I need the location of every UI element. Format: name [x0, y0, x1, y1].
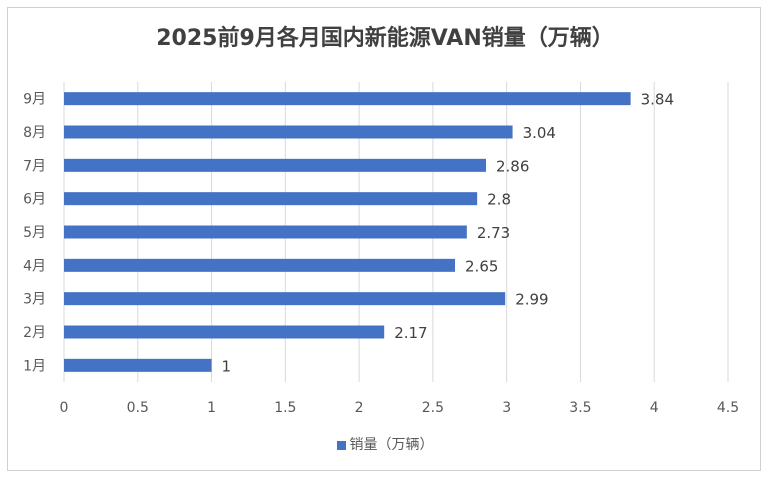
data-label-1: 2.17: [394, 324, 427, 342]
data-label-7: 3.04: [523, 124, 556, 142]
bar-7: [64, 125, 513, 139]
x-tick-label-4: 2: [355, 400, 364, 416]
category-label-4: 5月: [23, 225, 46, 241]
chart-title: 2025前9月各月国内新能源VAN销量（万辆）: [156, 26, 614, 51]
category-label-2: 3月: [23, 292, 46, 308]
legend-swatch: [336, 440, 346, 450]
category-label-1: 2月: [23, 325, 46, 341]
data-label-3: 2.65: [465, 257, 498, 275]
bar-8: [64, 92, 631, 106]
chart-frame: [7, 7, 761, 471]
category-label-8: 9月: [23, 92, 46, 108]
category-labels: 1月 2月 3月 4月 5月 6月 7月 8月 9月: [23, 92, 46, 375]
bar-4: [64, 225, 467, 239]
bar-3: [64, 258, 456, 272]
x-tick-label-7: 3.5: [569, 400, 591, 416]
legend: 销量（万辆）: [0, 434, 770, 454]
bar-2: [64, 292, 506, 306]
bar-1: [64, 325, 385, 339]
category-label-5: 6月: [23, 192, 46, 208]
x-tick-label-3: 1.5: [274, 400, 296, 416]
data-label-5: 2.8: [487, 191, 511, 209]
x-tick-label-9: 4.5: [717, 400, 739, 416]
bar-0: [64, 358, 212, 372]
x-tick-label-0: 0: [60, 400, 69, 416]
bars: [64, 92, 631, 372]
data-label-0: 1: [222, 357, 232, 375]
data-label-8: 3.84: [641, 91, 674, 109]
x-tick-labels: 0 0.5 1 1.5 2 2.5 3 3.5 4 4.5: [60, 400, 740, 416]
bar-5: [64, 192, 478, 206]
data-label-6: 2.86: [496, 157, 529, 175]
data-labels: 1 2.17 2.99 2.65 2.73 2.8 2.86 3.04 3.84: [222, 91, 674, 376]
bar-6: [64, 158, 487, 172]
category-label-6: 7月: [23, 158, 46, 174]
x-tick-label-8: 4: [650, 400, 659, 416]
category-label-3: 4月: [23, 258, 46, 274]
data-label-2: 2.99: [515, 291, 548, 309]
x-tick-label-6: 3: [502, 400, 511, 416]
legend-label: 销量（万辆）: [349, 437, 434, 453]
x-tick-label-2: 1: [207, 400, 216, 416]
data-label-4: 2.73: [477, 224, 510, 242]
category-label-7: 8月: [23, 125, 46, 141]
category-label-0: 1月: [23, 358, 46, 374]
x-tick-label-5: 2.5: [422, 400, 444, 416]
x-tick-label-1: 0.5: [127, 400, 149, 416]
